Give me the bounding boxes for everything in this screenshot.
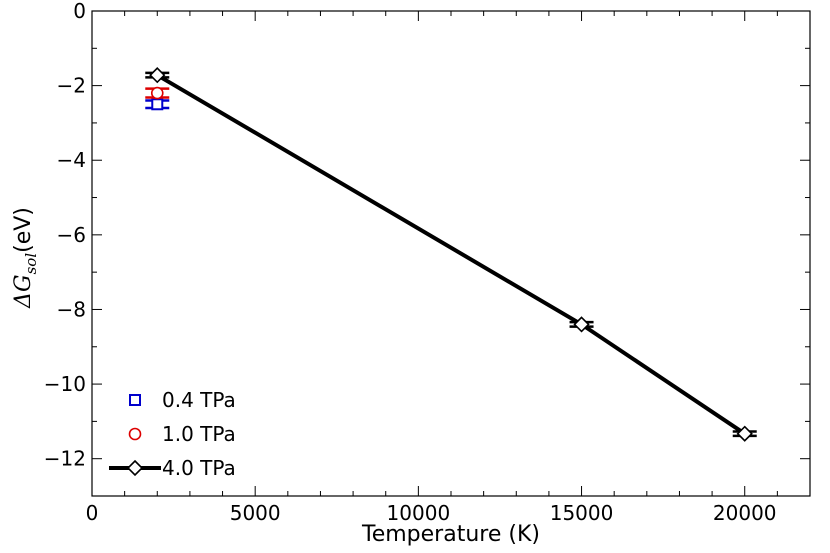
legend-item: 1.0 TPa bbox=[128, 422, 236, 446]
x-tick-label: 10000 bbox=[387, 501, 451, 525]
y-axis-label-subscript: sol bbox=[22, 253, 40, 275]
x-tick-label: 15000 bbox=[550, 501, 614, 525]
legend: 0.4 TPa 1.0 TPa 4.0 TPa bbox=[109, 388, 236, 480]
data-point bbox=[150, 86, 164, 100]
y-tick-label: −10 bbox=[44, 372, 86, 396]
series-1.0-tpa bbox=[145, 86, 170, 100]
data-point bbox=[149, 67, 166, 84]
y-tick-label: −12 bbox=[44, 447, 86, 471]
minor-ticks bbox=[92, 11, 810, 497]
y-axis-label-prefix: ΔG bbox=[11, 274, 36, 308]
x-axis-label: Temperature (K) bbox=[361, 522, 540, 547]
y-axis-label-unit: (eV) bbox=[11, 207, 36, 253]
x-tick-label: 20000 bbox=[713, 501, 777, 525]
x-tick-label: 5000 bbox=[230, 501, 281, 525]
legend-label: 4.0 TPa bbox=[162, 456, 236, 480]
y-tick-label: −2 bbox=[57, 74, 86, 98]
data-point bbox=[736, 425, 753, 442]
legend-label: 1.0 TPa bbox=[162, 422, 236, 446]
legend-item: 0.4 TPa bbox=[129, 388, 236, 412]
y-axis-label: ΔGsol(eV) bbox=[11, 207, 40, 309]
y-tick-label: −4 bbox=[57, 148, 86, 172]
plot-frame bbox=[91, 10, 811, 497]
series-4.0-tpa bbox=[145, 67, 757, 442]
data-point bbox=[573, 316, 590, 333]
legend-item: 4.0 TPa bbox=[109, 456, 236, 480]
series-0.4-tpa bbox=[145, 98, 170, 111]
data-point bbox=[151, 98, 164, 111]
x-tick-label: 0 bbox=[86, 501, 99, 525]
y-tick-label: 0 bbox=[73, 0, 86, 23]
y-tick-label: −6 bbox=[57, 223, 86, 247]
plot-layer bbox=[145, 67, 757, 442]
legend-label: 0.4 TPa bbox=[162, 388, 236, 412]
tick-labels: 0 5000 10000 15000 20000 0 −2 −4 −6 −8 −10 −12 bbox=[44, 0, 777, 525]
legend-marker bbox=[126, 459, 144, 477]
y-tick-label: −8 bbox=[57, 297, 86, 321]
legend-marker bbox=[129, 394, 141, 406]
series-line bbox=[156, 73, 746, 436]
legend-marker bbox=[128, 427, 142, 441]
